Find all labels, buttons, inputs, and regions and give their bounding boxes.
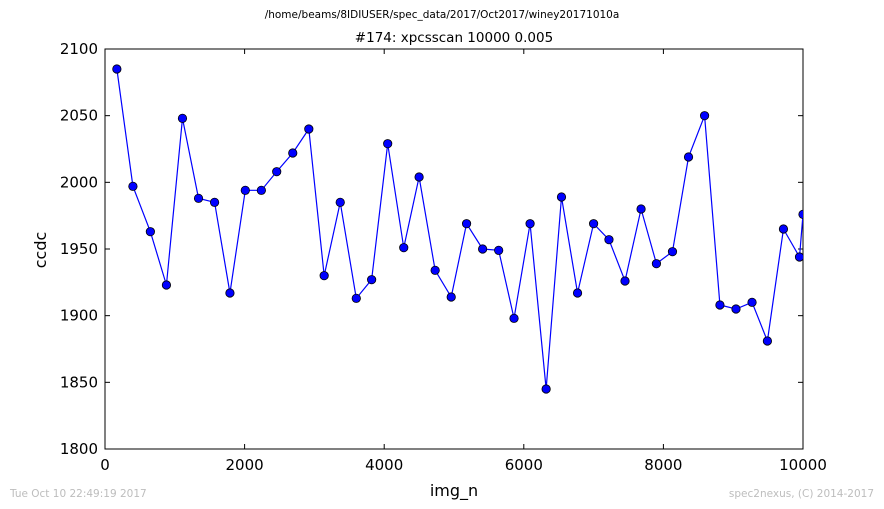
data-point (288, 148, 298, 158)
data-point (604, 235, 614, 245)
data-point (572, 288, 583, 298)
data-point (556, 192, 567, 202)
y-tick-label: 1950 (60, 240, 98, 258)
data-point (509, 313, 519, 323)
y-tick-label: 2050 (60, 107, 98, 125)
x-axis-label: img_n (430, 481, 478, 501)
data-point (667, 247, 678, 257)
x-tick-label: 4000 (365, 456, 403, 474)
data-point (715, 300, 725, 310)
data-point (794, 252, 803, 262)
y-axis-label: ccdc (31, 232, 50, 269)
data-point (683, 152, 694, 162)
data-point (319, 271, 329, 281)
x-tick-label: 8000 (644, 456, 682, 474)
data-point (145, 227, 155, 237)
data-point (778, 224, 789, 234)
data-point (351, 293, 361, 303)
data-point (762, 336, 773, 346)
data-point (304, 124, 314, 134)
data-point (256, 185, 266, 195)
plot-area-frame (104, 48, 804, 450)
data-point (209, 197, 220, 207)
data-point (798, 209, 803, 219)
data-point (651, 259, 662, 269)
data-point (494, 245, 504, 255)
data-point (699, 111, 710, 121)
data-point (272, 167, 282, 177)
x-tick-label: 6000 (505, 456, 543, 474)
data-point (128, 181, 138, 191)
footer-credit: spec2nexus, (C) 2014-2017 (728, 488, 874, 500)
data-point (193, 193, 204, 203)
y-tick-label: 1900 (60, 307, 98, 325)
data-point (161, 280, 172, 290)
axis-ticks: 0 2000 4000 6000 8000 10000 1800 1850 1900 1950 20… (60, 40, 827, 474)
data-point (225, 288, 235, 298)
data-point (367, 275, 377, 285)
series-line (116, 68, 803, 390)
data-point (461, 219, 472, 229)
data-point (731, 304, 741, 314)
data-point (747, 297, 757, 307)
y-tick-label: 2000 (60, 173, 98, 191)
data-point (636, 204, 646, 214)
data-point (414, 172, 424, 182)
data-point (399, 243, 409, 253)
data-point (240, 185, 250, 195)
data-point (430, 265, 440, 275)
footer-timestamp: Tue Oct 10 22:49:19 2017 (10, 488, 147, 500)
y-tick-label: 2100 (60, 40, 98, 58)
data-point (446, 292, 456, 302)
data-point (383, 139, 393, 149)
y-tick-label: 1850 (60, 373, 98, 391)
chart-title: #174: xpcsscan 10000 0.005 (354, 30, 554, 46)
data-point (620, 276, 630, 286)
y-tick-label: 1800 (60, 440, 98, 458)
data-point (541, 384, 551, 394)
x-tick-label: 0 (100, 456, 110, 474)
data-point (588, 219, 599, 229)
data-point (478, 244, 488, 254)
data-series (112, 64, 803, 394)
data-point (177, 113, 188, 123)
x-tick-label: 10000 (779, 456, 827, 474)
data-point (335, 197, 345, 207)
data-point (112, 64, 122, 74)
data-point (525, 219, 535, 229)
x-tick-label: 2000 (226, 456, 264, 474)
figure-supertitle: /home/beams/8IDIUSER/spec_data/2017/Oct2… (264, 9, 620, 21)
